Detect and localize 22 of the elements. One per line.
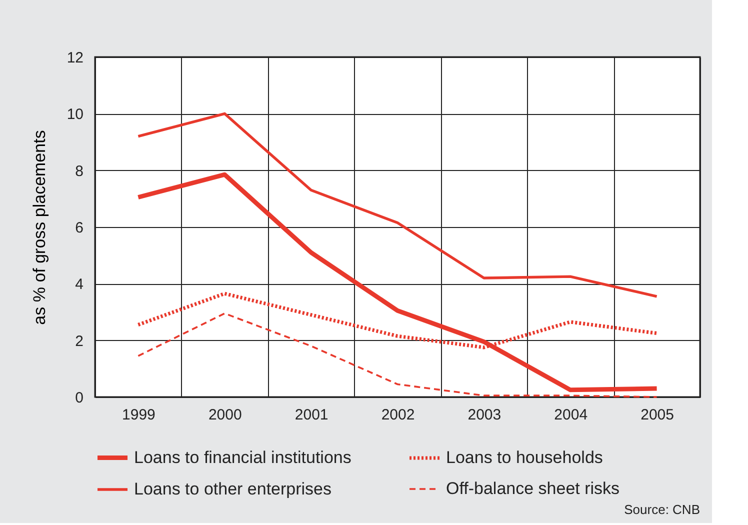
line-series bbox=[137, 312, 658, 398]
x-tick-label: 2002 bbox=[381, 406, 415, 424]
y-tick-label: 12 bbox=[66, 50, 84, 66]
legend-label: Loans to households bbox=[446, 448, 603, 467]
y-tick-label: 8 bbox=[75, 162, 84, 180]
y-tick-label: 10 bbox=[66, 106, 84, 124]
y-tick-label: 0 bbox=[75, 390, 84, 406]
legend-label: Loans to financial institutions bbox=[134, 448, 352, 467]
y-tick-label: 6 bbox=[75, 220, 84, 236]
source-note: Source: CNB bbox=[624, 502, 700, 517]
y-axis-title: as % of gross placements bbox=[30, 130, 49, 325]
legend-label: Off-balance sheet risks bbox=[446, 479, 620, 498]
x-tick-label: 2001 bbox=[294, 406, 328, 424]
legend-label: Loans to other enterprises bbox=[134, 480, 332, 498]
y-tick-label: 2 bbox=[75, 332, 84, 350]
line-series bbox=[136, 112, 658, 298]
x-tick-label: 1999 bbox=[122, 406, 156, 424]
x-tick-label: 2000 bbox=[208, 406, 242, 424]
y-tick-label: 4 bbox=[75, 276, 84, 294]
x-tick-label: 2003 bbox=[468, 406, 502, 424]
x-tick-label: 2004 bbox=[554, 406, 588, 424]
x-tick-label: 2005 bbox=[640, 406, 674, 424]
